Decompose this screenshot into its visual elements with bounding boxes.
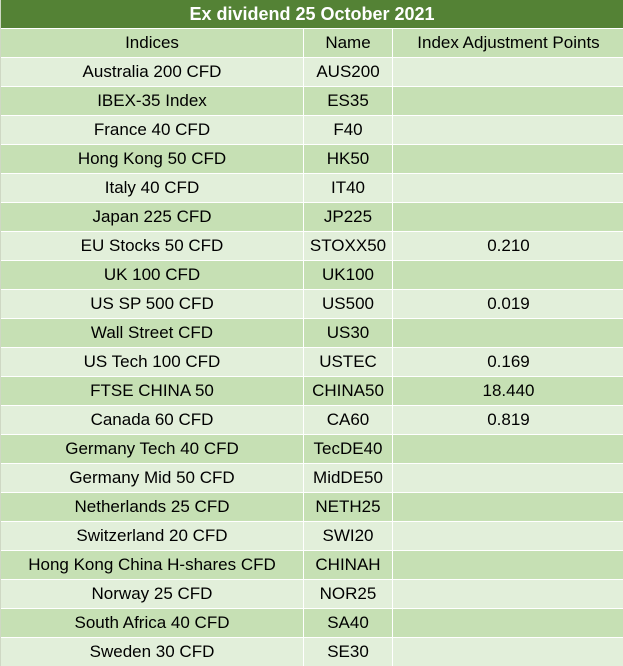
cell-name: JP225 bbox=[304, 203, 393, 231]
cell-name: TecDE40 bbox=[304, 435, 393, 463]
cell-index: FTSE CHINA 50 bbox=[1, 377, 304, 405]
cell-adjustment-points bbox=[393, 58, 623, 86]
cell-adjustment-points bbox=[393, 638, 623, 666]
cell-name: NOR25 bbox=[304, 580, 393, 608]
cell-name: IT40 bbox=[304, 174, 393, 202]
table-row: IBEX-35 Index ES35 bbox=[1, 87, 623, 116]
cell-index: France 40 CFD bbox=[1, 116, 304, 144]
cell-index: Canada 60 CFD bbox=[1, 406, 304, 434]
cell-name: STOXX50 bbox=[304, 232, 393, 260]
cell-adjustment-points bbox=[393, 145, 623, 173]
cell-adjustment-points bbox=[393, 203, 623, 231]
header-adjustment-points: Index Adjustment Points bbox=[417, 33, 600, 52]
table-row: Wall Street CFD US30 bbox=[1, 319, 623, 348]
cell-name: CA60 bbox=[304, 406, 393, 434]
header-name: Name bbox=[304, 29, 393, 57]
cell-adjustment-points: 0.210 bbox=[487, 236, 530, 255]
table-row: Japan 225 CFD JP225 bbox=[1, 203, 623, 232]
table-body: Australia 200 CFD AUS200 IBEX-35 Index ES35… bbox=[1, 58, 623, 666]
table-row: Canada 60 CFD CA60 0.819 bbox=[1, 406, 623, 435]
table-row: US Tech 100 CFD USTEC 0.169 bbox=[1, 348, 623, 377]
cell-index: Hong Kong 50 CFD bbox=[1, 145, 304, 173]
cell-index: Australia 200 CFD bbox=[1, 58, 304, 86]
cell-name: CHINA50 bbox=[304, 377, 393, 405]
cell-name: SWI20 bbox=[304, 522, 393, 550]
cell-name: F40 bbox=[304, 116, 393, 144]
table-title: Ex dividend 25 October 2021 bbox=[1, 0, 623, 29]
cell-name: NETH25 bbox=[304, 493, 393, 521]
cell-name: US500 bbox=[304, 290, 393, 318]
cell-adjustment-points bbox=[393, 522, 623, 550]
cell-adjustment-points bbox=[393, 435, 623, 463]
cell-adjustment-points bbox=[393, 261, 623, 289]
cell-name: AUS200 bbox=[304, 58, 393, 86]
cell-index: Norway 25 CFD bbox=[1, 580, 304, 608]
cell-index: US Tech 100 CFD bbox=[1, 348, 304, 376]
cell-adjustment-points bbox=[393, 551, 623, 579]
table-row: Australia 200 CFD AUS200 bbox=[1, 58, 623, 87]
cell-index: Japan 225 CFD bbox=[1, 203, 304, 231]
cell-name: US30 bbox=[304, 319, 393, 347]
table-row: UK 100 CFD UK100 bbox=[1, 261, 623, 290]
cell-name: SE30 bbox=[304, 638, 393, 666]
table-row: Germany Mid 50 CFD MidDE50 bbox=[1, 464, 623, 493]
cell-name: HK50 bbox=[304, 145, 393, 173]
cell-adjustment-points bbox=[393, 609, 623, 637]
cell-adjustment-points bbox=[393, 319, 623, 347]
cell-index: Germany Tech 40 CFD bbox=[1, 435, 304, 463]
header-indices: Indices bbox=[1, 29, 304, 57]
table-row: Netherlands 25 CFD NETH25 bbox=[1, 493, 623, 522]
cell-adjustment-points bbox=[393, 116, 623, 144]
table-row: South Africa 40 CFD SA40 bbox=[1, 609, 623, 638]
cell-adjustment-points: 0.169 bbox=[487, 352, 530, 371]
cell-index: Sweden 30 CFD bbox=[1, 638, 304, 666]
cell-adjustment-points: 0.019 bbox=[487, 294, 530, 313]
cell-index: UK 100 CFD bbox=[1, 261, 304, 289]
table-row: EU Stocks 50 CFD STOXX50 0.210 bbox=[1, 232, 623, 261]
table-row: France 40 CFD F40 bbox=[1, 116, 623, 145]
table-row: Switzerland 20 CFD SWI20 bbox=[1, 522, 623, 551]
cell-index: South Africa 40 CFD bbox=[1, 609, 304, 637]
cell-adjustment-points: 18.440 bbox=[482, 381, 535, 400]
cell-adjustment-points bbox=[393, 580, 623, 608]
cell-name: USTEC bbox=[304, 348, 393, 376]
table-row: Norway 25 CFD NOR25 bbox=[1, 580, 623, 609]
table-row: Germany Tech 40 CFD TecDE40 bbox=[1, 435, 623, 464]
cell-adjustment-points bbox=[393, 174, 623, 202]
cell-name: ES35 bbox=[304, 87, 393, 115]
cell-adjustment-points bbox=[393, 493, 623, 521]
cell-adjustment-points: 0.819 bbox=[487, 410, 530, 429]
cell-adjustment-points bbox=[393, 464, 623, 492]
header-row: Indices Name Index Adjustment Points bbox=[1, 29, 623, 58]
cell-index: Wall Street CFD bbox=[1, 319, 304, 347]
cell-index: Netherlands 25 CFD bbox=[1, 493, 304, 521]
cell-name: SA40 bbox=[304, 609, 393, 637]
cell-index: Germany Mid 50 CFD bbox=[1, 464, 304, 492]
cell-index: Switzerland 20 CFD bbox=[1, 522, 304, 550]
cell-index: EU Stocks 50 CFD bbox=[1, 232, 304, 260]
cell-name: MidDE50 bbox=[304, 464, 393, 492]
cell-index: IBEX-35 Index bbox=[1, 87, 304, 115]
cell-index: Italy 40 CFD bbox=[1, 174, 304, 202]
cell-name: CHINAH bbox=[304, 551, 393, 579]
table-row: US SP 500 CFD US500 0.019 bbox=[1, 290, 623, 319]
cell-index: US SP 500 CFD bbox=[1, 290, 304, 318]
cell-adjustment-points bbox=[393, 87, 623, 115]
table-row: FTSE CHINA 50 CHINA50 18.440 bbox=[1, 377, 623, 406]
table-row: Hong Kong China H-shares CFD CHINAH bbox=[1, 551, 623, 580]
cell-name: UK100 bbox=[304, 261, 393, 289]
table-row: Hong Kong 50 CFD HK50 bbox=[1, 145, 623, 174]
table-row: Italy 40 CFD IT40 bbox=[1, 174, 623, 203]
cell-index: Hong Kong China H-shares CFD bbox=[1, 551, 304, 579]
table-row: Sweden 30 CFD SE30 bbox=[1, 638, 623, 666]
